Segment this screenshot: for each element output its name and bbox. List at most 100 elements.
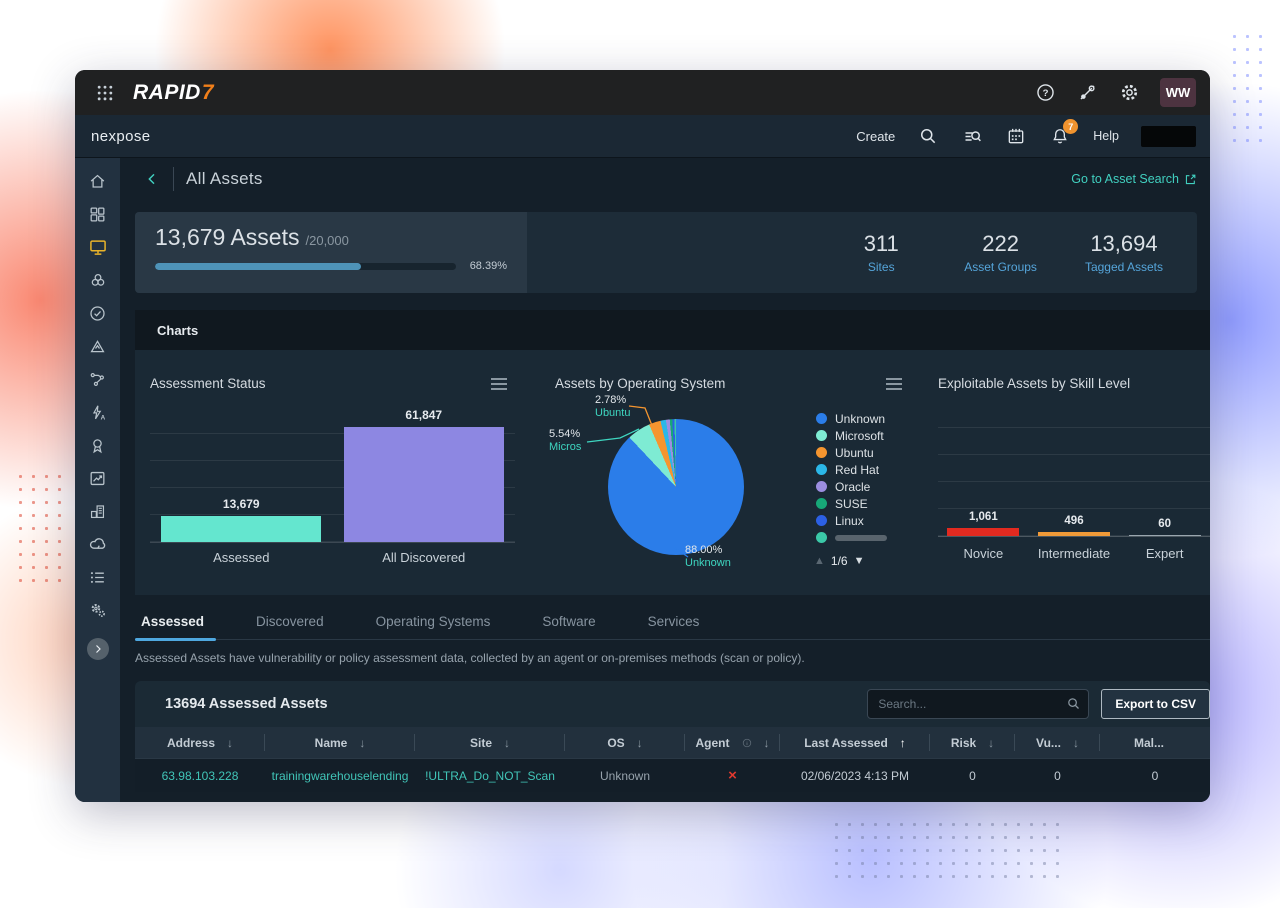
stat-sites[interactable]: 311 Sites: [863, 231, 899, 274]
column-agent[interactable]: Agent ↓: [685, 727, 780, 758]
search-icon[interactable]: [917, 125, 939, 147]
export-csv-button[interactable]: Export to CSV: [1101, 689, 1210, 719]
triangle-icon[interactable]: [87, 335, 109, 357]
charts-section-title[interactable]: Charts: [135, 310, 1210, 350]
sort-down-icon[interactable]: ↓: [359, 735, 366, 750]
stat-asset-groups[interactable]: 222 Asset Groups: [964, 231, 1037, 274]
legend-item[interactable]: Linux: [816, 512, 916, 529]
sort-up-icon[interactable]: ↑: [899, 735, 906, 750]
exploit-lightning-icon[interactable]: A: [87, 401, 109, 423]
reports-trend-icon[interactable]: [87, 467, 109, 489]
decor-dots-right: [1228, 30, 1272, 142]
callout-unknown: 88.00% Unknown: [685, 544, 731, 569]
legend-dot: [816, 515, 827, 526]
help-link[interactable]: Help: [1093, 129, 1119, 143]
expand-chevron-icon[interactable]: [86, 638, 109, 660]
bar-value: 61,847: [405, 408, 443, 422]
table-header-row: Address ↓ Name ↓ Site ↓ OS ↓ Agent ↓ Last Ass…: [135, 727, 1210, 758]
back-chevron-icon[interactable]: [139, 166, 165, 192]
legend-item[interactable]: Ubuntu: [816, 444, 916, 461]
legend-dot: [816, 498, 827, 509]
bar-all-discovered[interactable]: [343, 427, 504, 542]
column-vulnerabilities[interactable]: Vu... ↓: [1015, 727, 1100, 758]
legend-item[interactable]: Oracle: [816, 478, 916, 495]
app-window: RAPID7 ? WW nexpose Create: [75, 70, 1210, 802]
advanced-search-icon[interactable]: [961, 125, 983, 147]
info-icon: [742, 738, 752, 748]
page-up-icon[interactable]: ▲: [814, 555, 825, 567]
assets-progress-fill: [155, 262, 361, 270]
category-labels: Assessed All Discovered: [213, 550, 466, 565]
list-icon[interactable]: [87, 566, 109, 588]
column-address[interactable]: Address ↓: [135, 727, 265, 758]
sort-down-icon[interactable]: ↓: [227, 735, 234, 750]
chart-menu-icon[interactable]: [886, 378, 902, 393]
page-title: All Assets: [186, 169, 263, 188]
assets-progress-bar: [155, 262, 456, 270]
page-down-icon[interactable]: ▼: [853, 555, 865, 567]
bar-intermediate[interactable]: [1038, 532, 1110, 536]
automation-nodes-icon[interactable]: [87, 368, 109, 390]
vulnerabilities-biohazard-icon[interactable]: [87, 269, 109, 291]
table-row[interactable]: 63.98.103.228 trainingwarehouselending !…: [135, 758, 1210, 792]
legend-item[interactable]: Red Hat: [816, 461, 916, 478]
search-icon[interactable]: [1066, 696, 1081, 711]
tab-operating-systems[interactable]: Operating Systems: [375, 614, 491, 629]
bar-plot: 13,679 61,847: [150, 408, 515, 543]
administration-building-icon[interactable]: [87, 500, 109, 522]
home-icon[interactable]: [87, 170, 109, 192]
policies-check-icon[interactable]: [87, 302, 109, 324]
column-last-assessed[interactable]: Last Assessed ↑: [780, 727, 930, 758]
os-pie[interactable]: [608, 419, 744, 555]
bar-novice[interactable]: [947, 528, 1020, 536]
column-site[interactable]: Site ↓: [415, 727, 565, 758]
create-button[interactable]: Create: [856, 128, 896, 144]
decor-dots-left: [14, 470, 70, 590]
assets-monitor-icon[interactable]: [87, 236, 109, 258]
platform-connect-icon[interactable]: [1076, 82, 1098, 104]
assets-by-os-chart: Assets by Operating System 2.78% Ubuntu: [525, 350, 920, 595]
search-input[interactable]: [867, 689, 1090, 719]
column-os[interactable]: OS ↓: [565, 727, 685, 758]
legend-item[interactable]: Microsoft: [816, 427, 916, 444]
notification-badge: 7: [1063, 119, 1079, 134]
sort-down-icon[interactable]: ↓: [763, 735, 770, 750]
column-malware[interactable]: Mal...: [1133, 735, 1164, 750]
settings-gears-icon[interactable]: [87, 599, 109, 621]
legend-item-truncated[interactable]: [816, 529, 916, 546]
stat-tagged-assets[interactable]: 13,694 Tagged Assets: [1084, 231, 1163, 274]
notifications-bell-icon[interactable]: 7: [1049, 119, 1079, 147]
bar-expert[interactable]: [1128, 535, 1201, 536]
tab-software[interactable]: Software: [542, 614, 596, 629]
column-risk[interactable]: Risk ↓: [930, 727, 1015, 758]
cell-site[interactable]: !ULTRA_Do_NOT_Scan: [425, 768, 555, 783]
sort-down-icon[interactable]: ↓: [1072, 735, 1079, 750]
cell-address[interactable]: 63.98.103.228: [161, 768, 239, 783]
goals-ribbon-icon[interactable]: [87, 434, 109, 456]
settings-gear-icon[interactable]: [1118, 82, 1140, 104]
rapid7-logo[interactable]: RAPID7: [133, 80, 215, 104]
cell-name[interactable]: trainingwarehouselending: [271, 768, 409, 783]
tab-services[interactable]: Services: [647, 614, 700, 629]
help-question-icon[interactable]: ?: [1034, 82, 1056, 104]
legend-item[interactable]: SUSE: [816, 495, 916, 512]
cloud-icon[interactable]: [87, 533, 109, 555]
calendar-icon[interactable]: [1005, 125, 1027, 147]
app-switcher-icon[interactable]: [95, 83, 115, 103]
user-avatar[interactable]: WW: [1160, 78, 1196, 107]
assets-quota: /20,000: [305, 233, 349, 248]
sort-down-icon[interactable]: ↓: [988, 735, 995, 750]
chart-menu-icon[interactable]: [491, 378, 507, 393]
legend-dot: [816, 464, 827, 475]
legend-item[interactable]: Unknown: [816, 410, 916, 427]
column-name[interactable]: Name ↓: [265, 727, 415, 758]
svg-text:?: ?: [1042, 88, 1048, 99]
sort-down-icon[interactable]: ↓: [504, 735, 510, 750]
agent-not-installed-icon: ×: [728, 767, 737, 784]
tab-discovered[interactable]: Discovered: [256, 614, 324, 629]
tab-assessed[interactable]: Assessed: [135, 610, 230, 641]
go-to-asset-search-link[interactable]: Go to Asset Search: [1071, 172, 1197, 186]
dashboard-grid-icon[interactable]: [87, 203, 109, 225]
sort-down-icon[interactable]: ↓: [636, 735, 643, 750]
bar-assessed[interactable]: [161, 516, 322, 542]
